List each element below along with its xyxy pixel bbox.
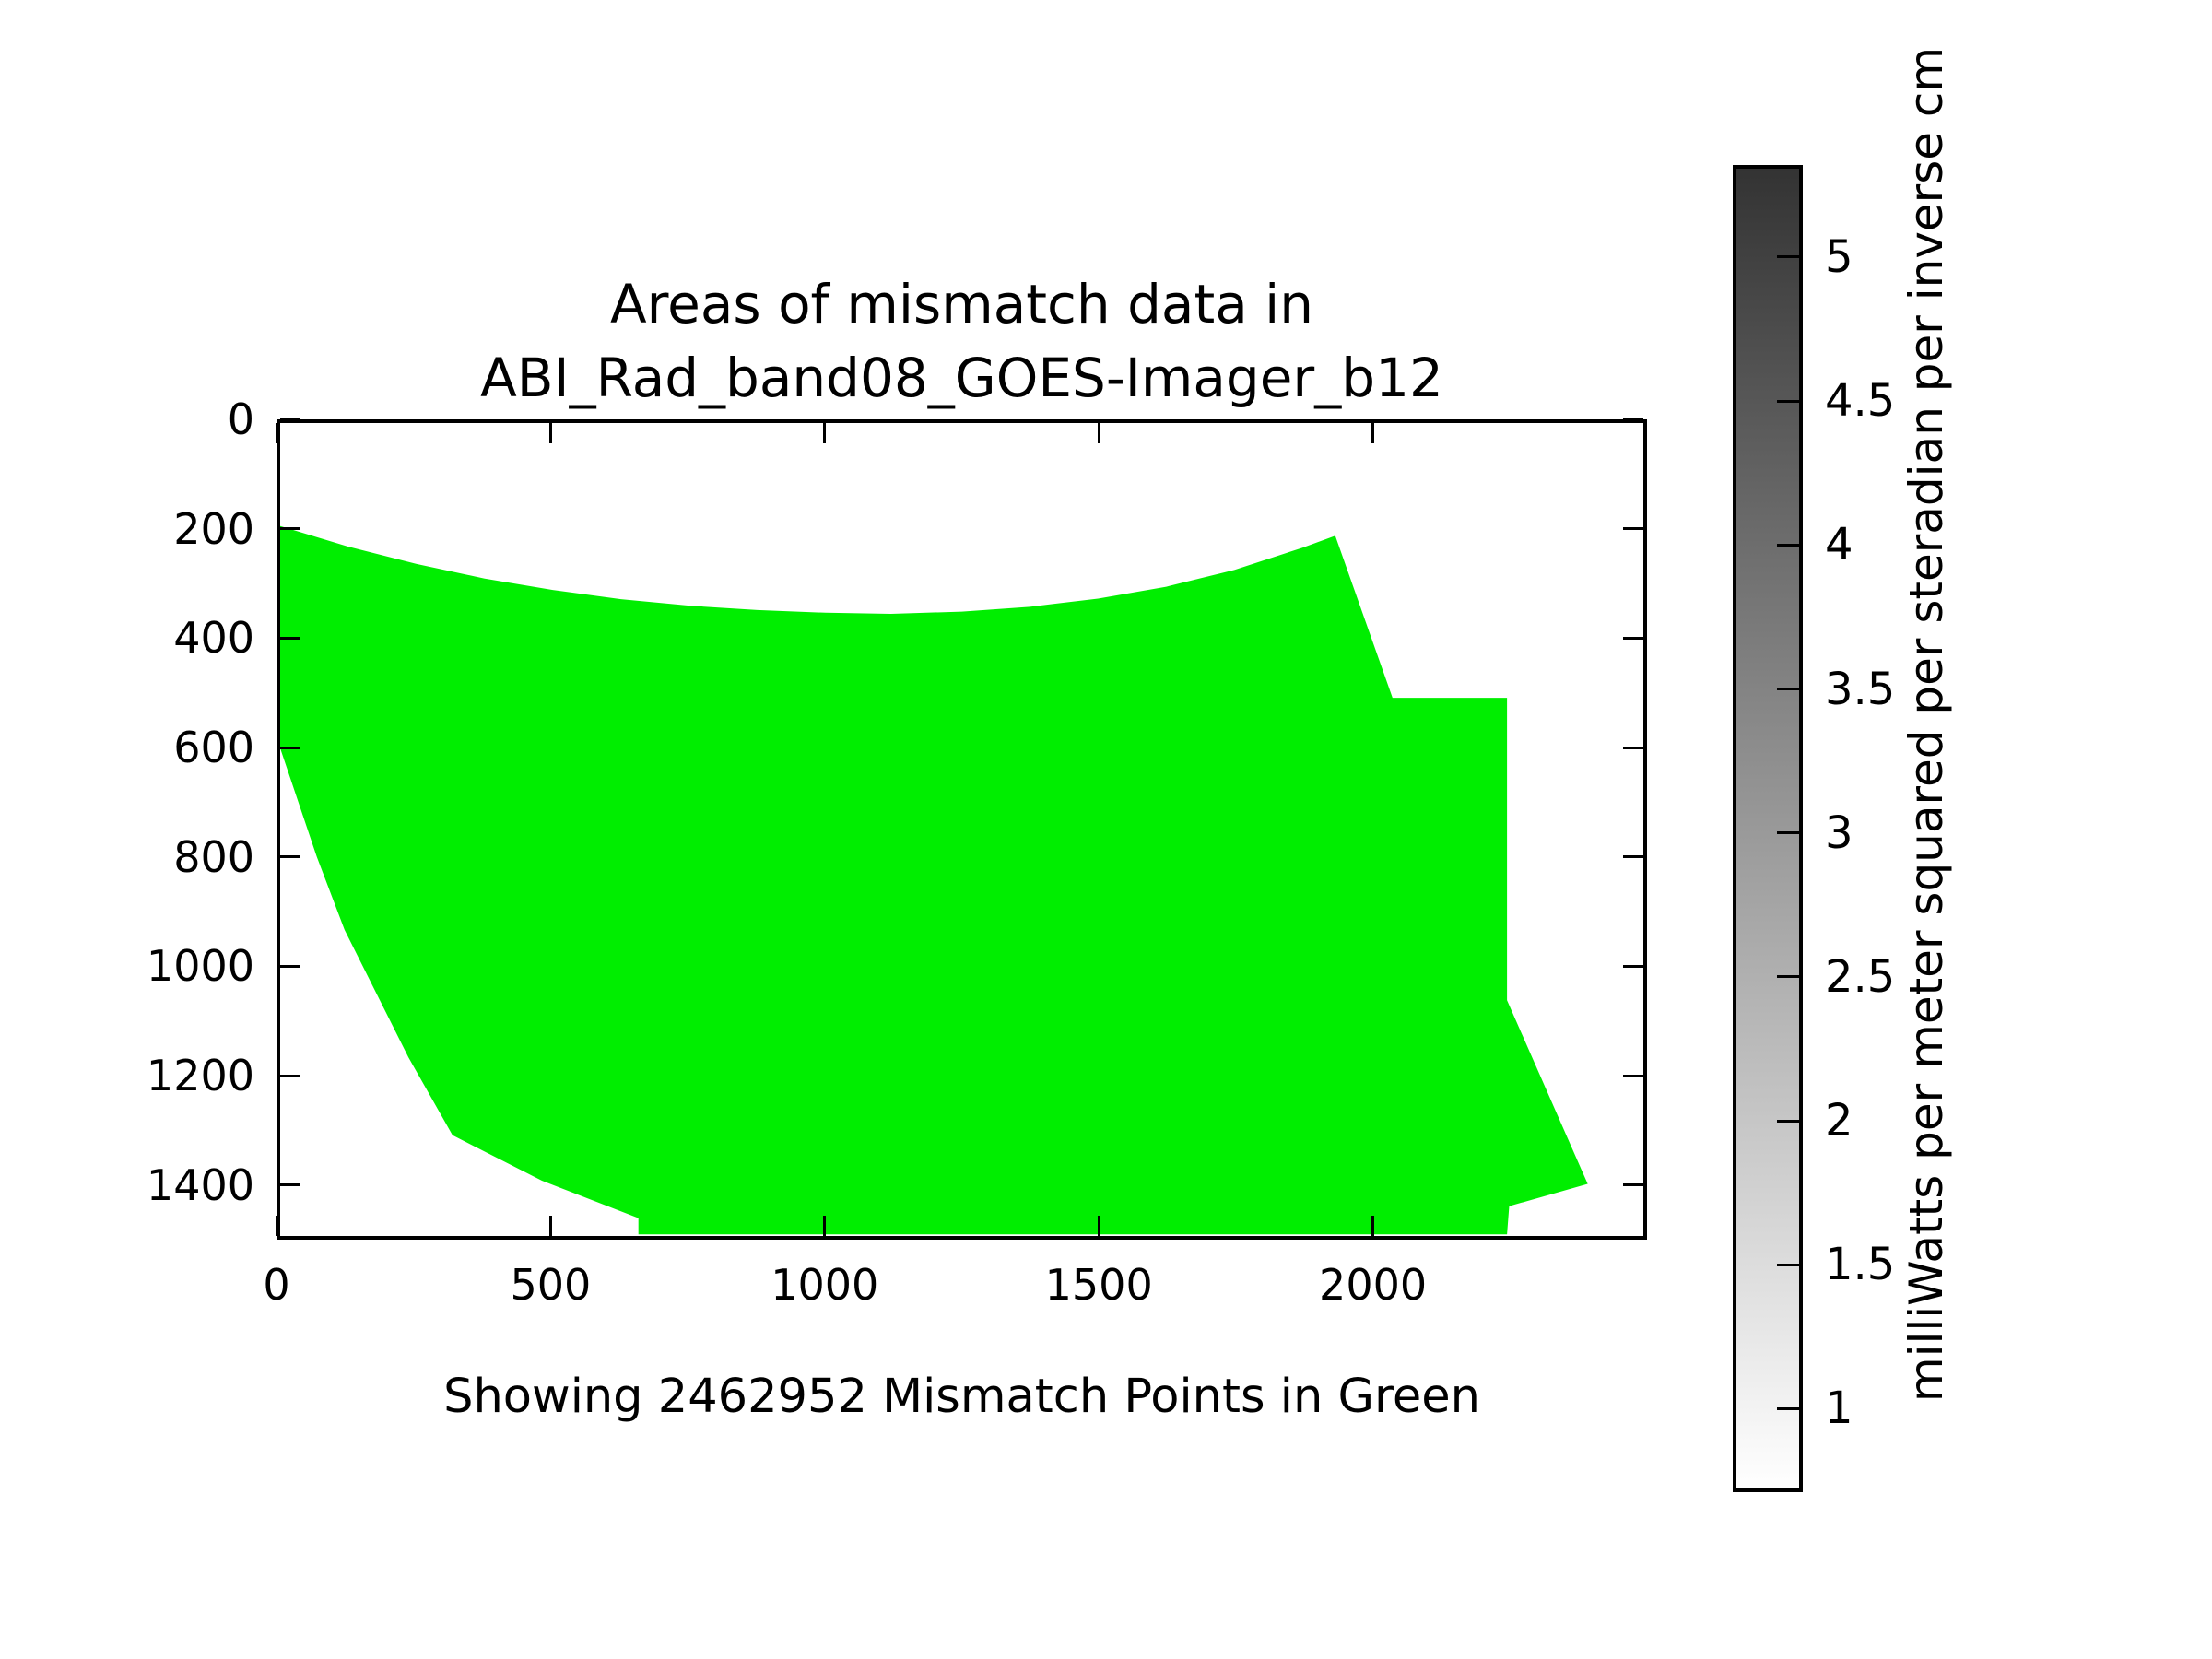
y-tick-label: 400 (173, 613, 254, 664)
x-tick-label: 2000 (1319, 1260, 1428, 1310)
x-tick-bottom (823, 1216, 827, 1236)
colorbar-tick (1777, 1263, 1799, 1266)
y-tick-left (280, 636, 300, 640)
plot-title-line2: ABI_Rad_band08_GOES-Imager_b12 (480, 347, 1443, 409)
y-tick-right (1623, 855, 1643, 859)
y-tick-right (1623, 1183, 1643, 1187)
x-tick-top (823, 423, 827, 443)
y-tick-left (280, 1183, 300, 1187)
colorbar-tick (1777, 1406, 1799, 1410)
colorbar-tick (1777, 975, 1799, 979)
colorbar-tick-label: 2.5 (1825, 950, 1896, 1003)
y-tick-left (280, 1074, 300, 1077)
colorbar-tick (1777, 543, 1799, 547)
y-tick-right (1623, 527, 1643, 531)
colorbar-tick-label: 1 (1825, 1382, 1853, 1435)
colorbar-tick (1777, 688, 1799, 690)
mismatch-region-svg (280, 525, 1588, 1235)
colorbar-tick-label: 3 (1825, 806, 1853, 859)
x-tick-label: 500 (510, 1260, 592, 1310)
x-tick-top (548, 423, 552, 443)
y-tick-label: 1000 (146, 941, 254, 992)
plot-title-line1: Areas of mismatch data in (609, 273, 1314, 335)
y-tick-label: 200 (173, 503, 254, 554)
x-tick-top (1097, 423, 1100, 443)
y-tick-label: 600 (173, 723, 254, 772)
plot-title: Areas of mismatch data in ABI_Rad_band08… (276, 267, 1647, 415)
x-tick-bottom (1371, 1216, 1375, 1236)
mismatch-region-polygon (280, 525, 1588, 1235)
y-tick-right (1623, 964, 1643, 968)
x-tick-bottom (275, 1216, 278, 1236)
y-tick-left (280, 527, 300, 531)
x-tick-label: 1500 (1044, 1260, 1153, 1310)
x-tick-bottom (548, 1216, 552, 1236)
y-tick-right (1623, 1074, 1643, 1077)
y-tick-left (280, 855, 300, 859)
caption: Showing 2462952 Mismatch Points in Green (443, 1370, 1480, 1424)
colorbar-tick (1777, 1119, 1799, 1123)
colorbar-tick-label: 4 (1825, 519, 1853, 571)
y-tick-left (280, 964, 300, 968)
y-tick-label: 1200 (146, 1051, 254, 1100)
y-tick-right (1623, 746, 1643, 749)
y-tick-label: 1400 (146, 1159, 254, 1210)
x-tick-top (1371, 423, 1375, 443)
colorbar-tick-label: 5 (1825, 230, 1853, 283)
y-tick-label: 800 (173, 831, 254, 882)
x-tick-bottom (1097, 1216, 1100, 1236)
colorbar-tick-label: 4.5 (1825, 375, 1896, 428)
y-tick-left (280, 418, 300, 421)
colorbar-tick-label: 3.5 (1825, 663, 1896, 715)
colorbar-tick-label: 2 (1825, 1095, 1853, 1147)
y-tick-right (1623, 418, 1643, 421)
x-tick-top (275, 423, 278, 443)
y-tick-left (280, 746, 300, 749)
y-tick-right (1623, 636, 1643, 640)
x-tick-label: 1000 (771, 1260, 879, 1310)
colorbar-tick (1777, 255, 1799, 259)
colorbar-gradient (1736, 169, 1799, 1488)
x-tick-label: 0 (263, 1260, 290, 1310)
plot-area (276, 419, 1647, 1240)
colorbar (1733, 165, 1803, 1492)
y-tick-label: 0 (227, 394, 254, 444)
colorbar-tick-label: 1.5 (1825, 1239, 1896, 1291)
colorbar-tick (1777, 831, 1799, 835)
colorbar-unit-label: milliWatts per meter squared per steradi… (1900, 46, 1953, 1403)
colorbar-tick (1777, 399, 1799, 403)
